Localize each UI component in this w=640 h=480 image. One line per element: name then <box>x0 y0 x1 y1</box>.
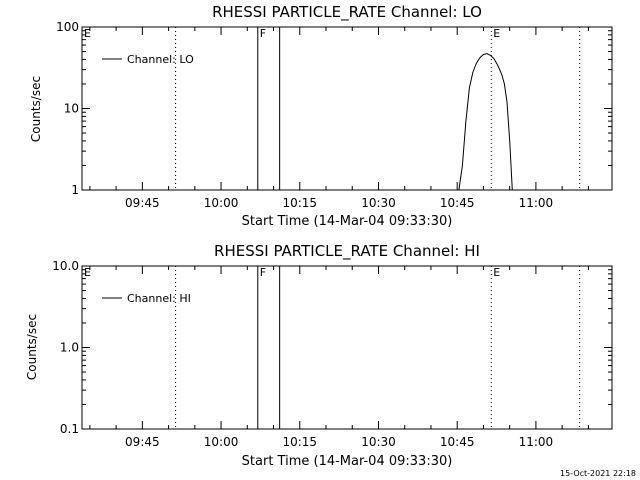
legend-label: Channel: LO <box>127 53 194 66</box>
panel-hi: RHESSI PARTICLE_RATE Channel: HI 09:45 10… <box>25 242 613 469</box>
x-tick-label: 10:00 <box>204 435 239 449</box>
plot-area: 09:45 10:00 10:15 10:30 10:45 11:00 0.1 1.0 10.0… <box>52 259 613 449</box>
x-tick-label: 10:45 <box>440 435 475 449</box>
x-tick-label: 11:00 <box>519 435 554 449</box>
chart-title: RHESSI PARTICLE_RATE Channel: HI <box>214 242 480 261</box>
y-tick-label: 10 <box>64 102 79 116</box>
plot-area: 09:45 10:00 10:15 10:30 10:45 11:00 1 10 100 E F E <box>56 20 613 210</box>
x-axis-label: Start Time (14-Mar-04 09:33:30) <box>242 454 453 469</box>
x-tick-label: 10:45 <box>440 196 475 210</box>
chart-title: RHESSI PARTICLE_RATE Channel: LO <box>212 3 482 22</box>
event-marker-label: F <box>260 266 266 279</box>
event-marker-label: E <box>84 266 91 279</box>
x-axis-label: Start Time (14-Mar-04 09:33:30) <box>242 214 453 229</box>
panel-lo: RHESSI PARTICLE_RATE Channel: LO 09:45 10… <box>29 3 613 229</box>
x-tick-label: 10:15 <box>282 196 317 210</box>
x-tick-label: 10:15 <box>282 435 317 449</box>
y-tick-label: 100 <box>56 20 79 34</box>
event-marker-label: F <box>260 27 266 40</box>
y-axis-label: Counts/sec <box>29 76 43 142</box>
timestamp-label: 15-Oct-2021 22:18 <box>560 469 636 478</box>
x-tick-label: 10:30 <box>361 196 396 210</box>
series-line <box>458 53 513 191</box>
x-tick-label: 11:00 <box>519 196 554 210</box>
legend-label: Channel: HI <box>127 292 191 305</box>
x-tick-label: 10:30 <box>361 435 396 449</box>
y-axis-label: Counts/sec <box>25 314 39 380</box>
x-tick-label: 09:45 <box>125 196 160 210</box>
y-tick-label: 1.0 <box>60 341 79 355</box>
event-marker-label: E <box>493 27 500 40</box>
y-tick-label: 0.1 <box>60 422 79 436</box>
event-marker-label: E <box>493 266 500 279</box>
event-marker-label: E <box>84 27 91 40</box>
y-tick-label: 1 <box>71 183 79 197</box>
x-tick-label: 09:45 <box>125 435 160 449</box>
y-tick-label: 10.0 <box>52 259 79 273</box>
x-tick-label: 10:00 <box>204 196 239 210</box>
